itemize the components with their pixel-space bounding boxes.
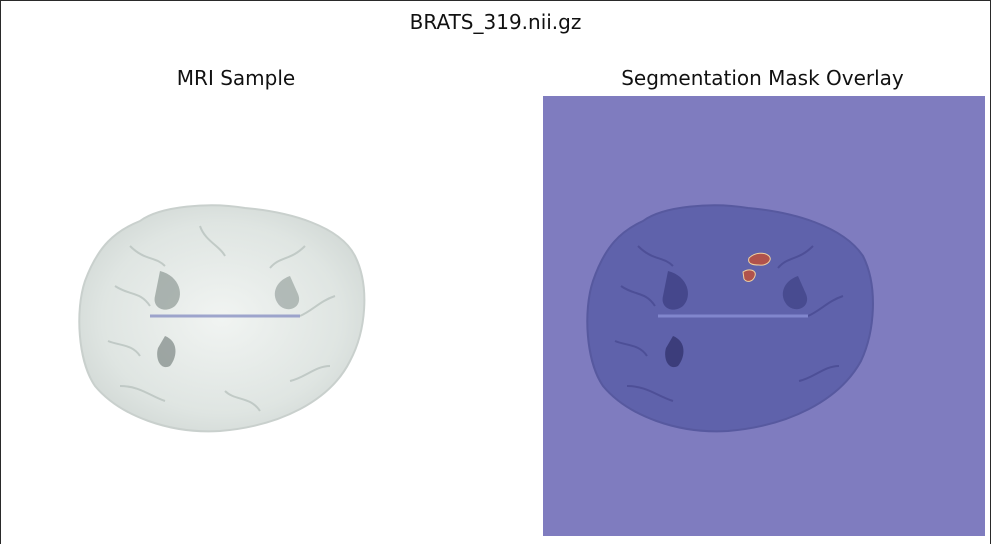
segmentation-overlay-panel [543, 96, 985, 536]
segmentation-overlay-image [586, 204, 874, 433]
lesion-upper [748, 252, 771, 266]
brain-outline [78, 204, 366, 433]
right-ventricle [274, 276, 300, 310]
lower-ventricle [157, 336, 176, 368]
mri-sample-title: MRI Sample [176, 66, 296, 90]
overlay-brain-outline [586, 204, 874, 433]
lesion-lower [742, 269, 756, 282]
left-ventricle [154, 271, 180, 310]
figure-title: BRATS_319.nii.gz [409, 10, 582, 34]
mri-sample-panel [60, 96, 385, 536]
segmentation-overlay-title: Segmentation Mask Overlay [621, 66, 904, 90]
mri-brain-image [78, 204, 366, 433]
